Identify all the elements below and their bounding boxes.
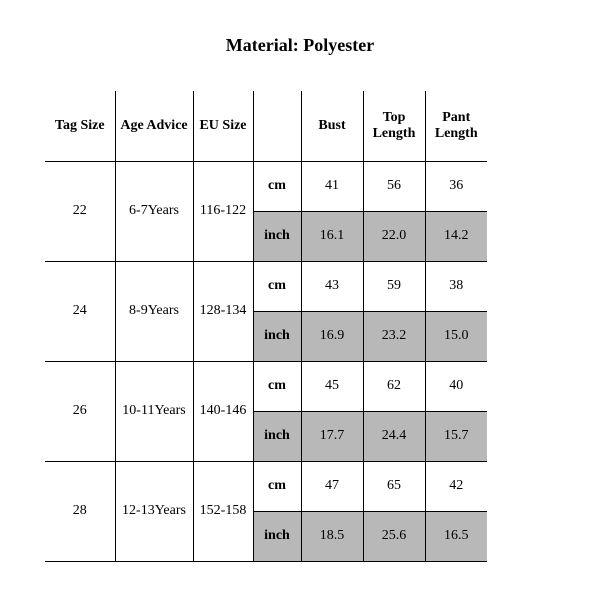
cell-bust-in: 16.9: [301, 311, 363, 361]
cell-unit-cm: cm: [253, 361, 301, 411]
table-body: 22 6-7Years 116-122 cm 41 56 36 inch 16.…: [45, 161, 487, 561]
cell-top-in: 24.4: [363, 411, 425, 461]
row-cm: 28 12-13Years 152-158 cm 47 65 42: [45, 461, 487, 511]
cell-unit-in: inch: [253, 311, 301, 361]
cell-unit-cm: cm: [253, 261, 301, 311]
header-row: Tag Size Age Advice EU Size Bust Top Len…: [45, 91, 487, 161]
th-tag: Tag Size: [45, 91, 115, 161]
th-pant: Pant Length: [425, 91, 487, 161]
cell-pant-cm: 36: [425, 161, 487, 211]
cell-top-in: 25.6: [363, 511, 425, 561]
cell-bust-cm: 47: [301, 461, 363, 511]
cell-tag: 28: [45, 461, 115, 561]
th-eu: EU Size: [193, 91, 253, 161]
cell-unit-in: inch: [253, 511, 301, 561]
cell-pant-in: 15.0: [425, 311, 487, 361]
cell-bust-cm: 45: [301, 361, 363, 411]
cell-unit-cm: cm: [253, 161, 301, 211]
cell-top-in: 23.2: [363, 311, 425, 361]
cell-pant-in: 15.7: [425, 411, 487, 461]
cell-age: 12-13Years: [115, 461, 193, 561]
cell-pant-cm: 42: [425, 461, 487, 511]
cell-pant-in: 16.5: [425, 511, 487, 561]
cell-bust-in: 16.1: [301, 211, 363, 261]
cell-top-cm: 56: [363, 161, 425, 211]
cell-unit-in: inch: [253, 411, 301, 461]
cell-pant-cm: 38: [425, 261, 487, 311]
cell-bust-cm: 41: [301, 161, 363, 211]
size-table: Tag Size Age Advice EU Size Bust Top Len…: [45, 91, 487, 562]
cell-age: 8-9Years: [115, 261, 193, 361]
cell-unit-in: inch: [253, 211, 301, 261]
th-bust: Bust: [301, 91, 363, 161]
cell-top-cm: 65: [363, 461, 425, 511]
cell-age: 10-11Years: [115, 361, 193, 461]
cell-eu: 140-146: [193, 361, 253, 461]
cell-bust-in: 18.5: [301, 511, 363, 561]
th-unit: [253, 91, 301, 161]
cell-top-cm: 59: [363, 261, 425, 311]
th-top: Top Length: [363, 91, 425, 161]
cell-eu: 152-158: [193, 461, 253, 561]
cell-unit-cm: cm: [253, 461, 301, 511]
cell-tag: 22: [45, 161, 115, 261]
th-age: Age Advice: [115, 91, 193, 161]
cell-bust-in: 17.7: [301, 411, 363, 461]
row-cm: 24 8-9Years 128-134 cm 43 59 38: [45, 261, 487, 311]
cell-tag: 24: [45, 261, 115, 361]
cell-top-in: 22.0: [363, 211, 425, 261]
row-cm: 26 10-11Years 140-146 cm 45 62 40: [45, 361, 487, 411]
cell-eu: 128-134: [193, 261, 253, 361]
cell-pant-in: 14.2: [425, 211, 487, 261]
cell-top-cm: 62: [363, 361, 425, 411]
cell-tag: 26: [45, 361, 115, 461]
cell-eu: 116-122: [193, 161, 253, 261]
cell-age: 6-7Years: [115, 161, 193, 261]
row-cm: 22 6-7Years 116-122 cm 41 56 36: [45, 161, 487, 211]
cell-pant-cm: 40: [425, 361, 487, 411]
cell-bust-cm: 43: [301, 261, 363, 311]
page-title: Material: Polyester: [0, 0, 600, 81]
